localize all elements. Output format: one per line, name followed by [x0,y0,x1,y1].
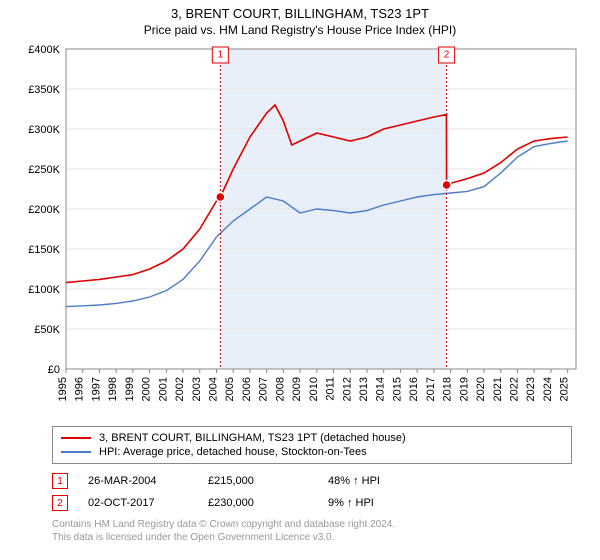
transaction-row: 2 02-OCT-2017 £230,000 9% ↑ HPI [52,492,572,514]
transaction-marker: 2 [52,495,68,511]
svg-text:1998: 1998 [107,377,119,401]
legend: 3, BRENT COURT, BILLINGHAM, TS23 1PT (de… [52,426,572,464]
svg-text:2014: 2014 [375,377,387,401]
svg-text:2018: 2018 [442,377,454,401]
svg-text:2001: 2001 [157,377,169,401]
transaction-price: £230,000 [208,497,308,509]
svg-text:1: 1 [218,50,224,61]
svg-text:£50K: £50K [34,324,60,336]
svg-text:£400K: £400K [28,44,60,56]
footer-line-2: This data is licensed under the Open Gov… [52,531,572,544]
legend-label: 3, BRENT COURT, BILLINGHAM, TS23 1PT (de… [99,432,406,444]
transaction-date: 26-MAR-2004 [88,475,188,487]
svg-text:2024: 2024 [542,377,554,401]
svg-text:2005: 2005 [224,377,236,401]
svg-text:2020: 2020 [475,377,487,401]
legend-swatch [61,451,91,453]
svg-text:£200K: £200K [28,204,60,216]
svg-text:2000: 2000 [141,377,153,401]
svg-text:2021: 2021 [492,377,504,401]
transaction-delta: 9% ↑ HPI [328,497,428,509]
svg-text:2010: 2010 [308,377,320,401]
svg-text:2009: 2009 [291,377,303,401]
chart-area: £0 £50K £100K £150K £200K £250K £300K £350K £400… [18,41,588,411]
svg-text:2008: 2008 [274,377,286,401]
svg-text:1999: 1999 [124,377,136,401]
svg-text:2017: 2017 [425,377,437,401]
footer-text: Contains HM Land Registry data © Crown c… [52,514,572,544]
transaction-table: 1 26-MAR-2004 £215,000 48% ↑ HPI 2 02-OCT-201… [52,464,572,514]
svg-text:2004: 2004 [207,377,219,401]
transaction-row: 1 26-MAR-2004 £215,000 48% ↑ HPI [52,470,572,492]
svg-text:1995: 1995 [57,377,69,401]
svg-text:£0: £0 [48,364,60,376]
svg-text:2011: 2011 [325,377,337,401]
svg-text:£100K: £100K [28,284,60,296]
svg-text:£350K: £350K [28,84,60,96]
svg-text:2016: 2016 [408,377,420,401]
svg-text:£150K: £150K [28,244,60,256]
transaction-price: £215,000 [208,475,308,487]
transaction-marker: 1 [52,473,68,489]
svg-text:2022: 2022 [508,377,520,401]
transaction-date: 02-OCT-2017 [88,497,188,509]
chart-title: 3, BRENT COURT, BILLINGHAM, TS23 1PT [0,0,600,21]
chart-subtitle: Price paid vs. HM Land Registry's House … [0,21,600,41]
svg-text:£250K: £250K [28,164,60,176]
svg-text:2007: 2007 [258,377,270,401]
svg-text:2013: 2013 [358,377,370,401]
svg-text:2015: 2015 [391,377,403,401]
legend-item: HPI: Average price, detached house, Stoc… [61,445,563,459]
svg-text:£300K: £300K [28,124,60,136]
svg-text:2003: 2003 [191,377,203,401]
svg-text:2002: 2002 [174,377,186,401]
transaction-delta: 48% ↑ HPI [328,475,428,487]
svg-text:2012: 2012 [341,377,353,401]
footer-line-1: Contains HM Land Registry data © Crown c… [52,518,572,531]
svg-text:2025: 2025 [559,377,571,401]
legend-swatch [61,437,91,439]
svg-text:1996: 1996 [74,377,86,401]
svg-text:2019: 2019 [458,377,470,401]
svg-text:2: 2 [444,50,450,61]
svg-text:1997: 1997 [90,377,102,401]
legend-label: HPI: Average price, detached house, Stoc… [99,446,367,458]
svg-text:2006: 2006 [241,377,253,401]
line-chart: £0 £50K £100K £150K £200K £250K £300K £350K £400… [18,41,588,411]
legend-item: 3, BRENT COURT, BILLINGHAM, TS23 1PT (de… [61,431,563,445]
svg-text:2023: 2023 [525,377,537,401]
